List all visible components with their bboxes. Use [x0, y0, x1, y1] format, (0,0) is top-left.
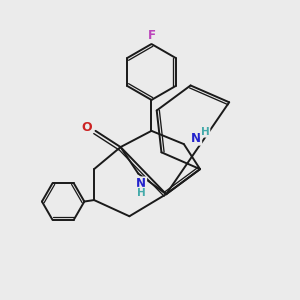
Text: O: O: [81, 122, 92, 134]
Text: N: N: [136, 177, 146, 190]
Text: N: N: [191, 132, 201, 145]
Text: H: H: [201, 127, 209, 137]
Text: H: H: [137, 188, 146, 198]
Text: F: F: [148, 29, 155, 42]
